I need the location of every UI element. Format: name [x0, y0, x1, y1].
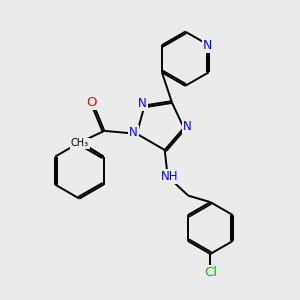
Text: N: N — [129, 126, 138, 139]
Text: NH: NH — [160, 170, 178, 183]
Text: Cl: Cl — [204, 266, 217, 279]
Text: N: N — [138, 97, 147, 110]
Text: N: N — [183, 120, 192, 133]
Text: CH₃: CH₃ — [71, 138, 89, 148]
Text: O: O — [86, 96, 96, 109]
Text: N: N — [202, 39, 212, 52]
